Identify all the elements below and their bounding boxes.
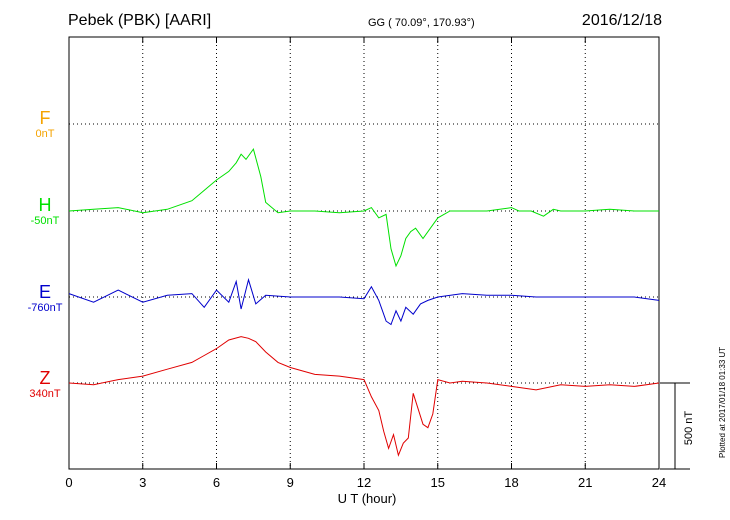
x-axis-label: U T (hour) xyxy=(338,491,397,506)
station-title: Pebek (PBK) [AARI] xyxy=(68,12,212,29)
channel-name-e: E xyxy=(38,282,51,302)
x-tick-label: 0 xyxy=(65,475,72,490)
channel-label-e: E -760nT xyxy=(10,282,80,315)
x-tick-label: 15 xyxy=(431,475,445,490)
x-tick-label: 3 xyxy=(139,475,146,490)
channel-label-f: F 0nT xyxy=(10,108,80,141)
x-tick-label: 21 xyxy=(578,475,592,490)
chart-date: 2016/12/18 xyxy=(581,12,662,29)
channel-offset-h: -50nT xyxy=(30,215,60,227)
series-line-e xyxy=(68,277,660,326)
channel-offset-z: 340nT xyxy=(29,388,61,400)
x-tick-label: 6 xyxy=(213,475,220,490)
channel-offset-e: -760nT xyxy=(27,302,63,314)
channel-offset-f: 0nT xyxy=(35,128,55,140)
channel-label-z: Z 340nT xyxy=(10,368,80,401)
plotted-timestamp: Plotted at 2017/01/18 01:33 UT xyxy=(718,346,727,458)
x-tick-label: 12 xyxy=(357,475,371,490)
channel-name-z: Z xyxy=(39,368,51,388)
x-tick-label: 9 xyxy=(287,475,294,490)
series-line-z xyxy=(68,336,660,457)
x-axis-ticks: 0 3 6 9 12 15 18 21 24 xyxy=(65,37,666,490)
scale-bar: 500 nT xyxy=(660,382,695,470)
x-tick-label: 18 xyxy=(504,475,518,490)
channel-name-f: F xyxy=(39,108,51,128)
channel-label-h: H -50nT xyxy=(10,195,80,228)
geographic-coordinates: GG ( 70.09°, 170.93°) xyxy=(368,17,475,29)
grid-lines xyxy=(69,37,659,469)
scale-bar-label: 500 nT xyxy=(683,411,695,446)
channel-name-h: H xyxy=(38,195,52,215)
series-line-h xyxy=(68,147,659,268)
series-layer xyxy=(68,147,660,457)
x-tick-label: 24 xyxy=(652,475,666,490)
